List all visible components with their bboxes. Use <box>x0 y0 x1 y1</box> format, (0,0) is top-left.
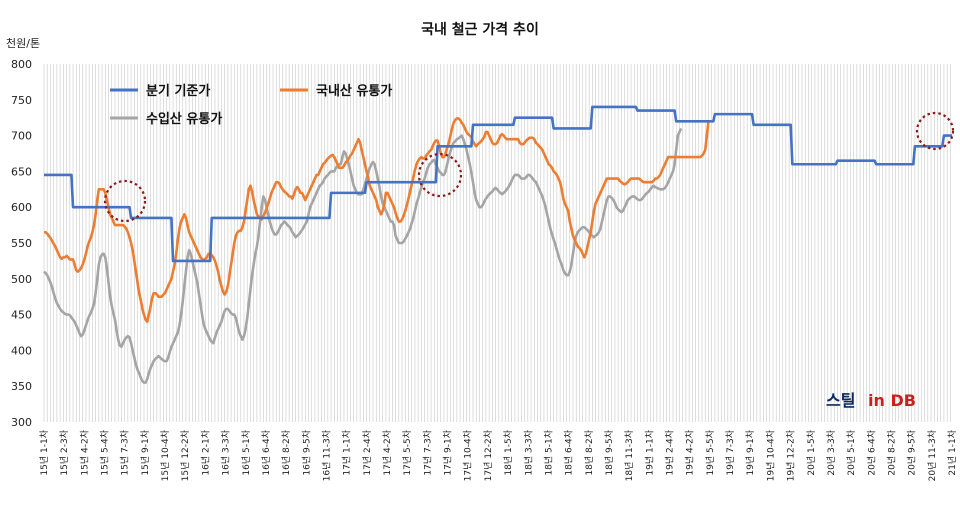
x-tick-label: 16년 8-2차 <box>280 429 292 475</box>
x-tick-label: 16년 5-1차 <box>240 429 252 475</box>
y-tick-label: 600 <box>11 201 32 214</box>
highlight-circle <box>103 179 147 223</box>
x-tick-label: 18년 3-3차 <box>522 429 534 475</box>
y-tick-label: 750 <box>11 94 32 107</box>
x-tick-label: 20년 5-1차 <box>845 429 857 475</box>
x-tick-label: 17년 9-1차 <box>442 429 454 475</box>
y-tick-label: 800 <box>11 58 32 71</box>
x-tick-label: 19년 9-1차 <box>744 429 756 475</box>
x-tick-label: 16년 2-1차 <box>199 429 211 475</box>
x-tick-label: 20년 8-2차 <box>885 429 897 475</box>
x-tick-label: 19년 7-3차 <box>724 429 736 475</box>
x-tick-label: 19년 1-1차 <box>643 429 655 475</box>
y-tick-label: 700 <box>11 130 32 143</box>
chart-title: 국내 철근 가격 추이 <box>421 21 539 38</box>
y-axis-ticks: 300 350 400 450 500 550 600 650 700 750 800 <box>11 58 32 429</box>
x-tick-label: 17년 10-4차 <box>462 429 474 481</box>
logo-text-1: 스틸 <box>826 391 855 410</box>
x-tick-label: 16년 11-3차 <box>320 429 332 481</box>
x-tick-label: 20년 1-5차 <box>805 429 817 475</box>
logo: 스틸 in DB <box>826 391 916 410</box>
annotations <box>103 111 955 223</box>
x-tick-label: 19년 2-4차 <box>664 429 676 475</box>
x-tick-label: 18년 11-3차 <box>623 429 635 481</box>
x-tick-label: 15년 7-3차 <box>119 429 131 475</box>
x-tick-label: 20년 3-3차 <box>825 429 837 475</box>
series-lines <box>43 105 952 384</box>
y-tick-label: 550 <box>11 237 32 250</box>
y-tick-label: 300 <box>11 416 32 429</box>
x-tick-label: 15년 9-1차 <box>139 429 151 475</box>
x-tick-label: 21년 1-1차 <box>946 429 958 475</box>
y-tick-label: 450 <box>11 309 32 322</box>
x-tick-label: 19년 5-5차 <box>704 429 716 475</box>
legend-label: 국내산 유통가 <box>316 83 392 99</box>
x-tick-label: 19년 4-2차 <box>684 429 696 475</box>
x-gridlines <box>43 64 951 422</box>
x-tick-label: 17년 12-2차 <box>482 429 494 481</box>
highlight-circle <box>915 111 955 151</box>
y-tick-label: 500 <box>11 273 32 286</box>
x-tick-label: 15년 1-1차 <box>38 429 50 475</box>
x-tick-label: 19년 12-2차 <box>785 429 797 481</box>
x-tick-label: 17년 1-1차 <box>341 429 353 475</box>
x-tick-label: 15년 4-2차 <box>78 429 90 475</box>
series-line-0 <box>44 105 952 263</box>
x-tick-label: 16년 6-4차 <box>260 429 272 475</box>
x-tick-label: 18년 9-5차 <box>603 429 615 475</box>
y-axis-unit: 천원/톤 <box>6 36 40 50</box>
x-tick-label: 20년 9-5차 <box>906 429 918 475</box>
x-tick-label: 15년 5-4차 <box>99 429 111 475</box>
x-tick-label: 15년 10-4차 <box>159 429 171 481</box>
y-tick-label: 650 <box>11 165 32 178</box>
x-tick-label: 19년 10-4차 <box>764 429 776 481</box>
y-tick-label: 350 <box>11 380 32 393</box>
series-line-1 <box>44 117 710 324</box>
x-tick-label: 15년 12-2차 <box>179 429 191 481</box>
x-tick-label: 15년 2-3차 <box>58 429 70 475</box>
x-tick-label: 18년 5-1차 <box>542 429 554 475</box>
x-tick-label: 16년 3-3차 <box>220 429 232 475</box>
x-axis-ticks: 15년 1-1차 15년 2-3차 15년 4-2차 15년 5-4차 15년 7-3차… <box>38 429 958 481</box>
y-tick-label: 400 <box>11 344 32 357</box>
x-tick-label: 17년 5-5차 <box>401 429 413 475</box>
x-tick-label: 16년 9-5차 <box>300 429 312 475</box>
x-tick-label: 17년 7-3차 <box>421 429 433 475</box>
legend-label: 분기 기준가 <box>146 84 210 99</box>
logo-text-2: in DB <box>868 391 916 410</box>
highlight-circle <box>417 152 463 198</box>
x-tick-label: 18년 6-4차 <box>563 429 575 475</box>
x-tick-label: 17년 2-4차 <box>361 429 373 475</box>
x-tick-label: 17년 4-2차 <box>381 429 393 475</box>
x-tick-label: 20년 6-4차 <box>865 429 877 475</box>
legend-label: 수입산 유통가 <box>146 111 222 127</box>
x-tick-label: 20년 11-3차 <box>926 429 938 481</box>
x-tick-label: 18년 1-5차 <box>502 429 514 475</box>
x-tick-label: 18년 8-2차 <box>583 429 595 475</box>
